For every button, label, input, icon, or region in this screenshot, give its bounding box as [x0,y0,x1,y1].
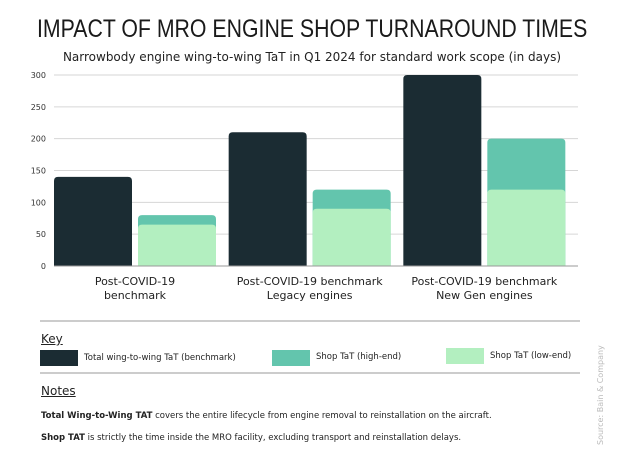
y-tick-label: 200 [31,135,46,144]
legend-swatch-low [446,348,484,364]
x-tick-label: Post-COVID-19 benchmark [411,275,558,288]
x-tick-label: Post-COVID-19 [95,275,175,288]
bar-total [228,132,307,266]
legend-label-total: Total wing-to-wing TaT (benchmark) [84,353,236,363]
note-1: Total Wing-to-Wing TAT covers the entire… [41,411,492,421]
legend-swatch-total [40,350,78,366]
chart-subtitle: Narrowbody engine wing-to-wing TaT in Q1… [62,50,562,64]
source-label: Source: Bain & Company [596,345,605,445]
y-tick-label: 100 [31,198,46,207]
legend-label-high: Shop TaT (high-end) [316,352,402,362]
notes-heading: Notes [41,384,76,398]
note-2: Shop TAT is strictly the time inside the… [41,433,461,443]
bar-total [403,75,482,266]
bar-chart: 0 50 100 150 200 250 300 Post-COVID-19benchmark… [31,71,578,302]
y-tick-label: 0 [41,262,46,271]
note-1-text: covers the entire lifecycle from engine … [152,411,492,421]
x-tick-label: benchmark [104,289,167,302]
divider [40,372,580,374]
y-tick-label: 150 [31,167,46,176]
note-2-text: is strictly the time inside the MRO faci… [84,433,462,443]
key-heading: Key [41,332,63,346]
x-tick-label: Legacy engines [267,289,353,302]
x-tick-label: Post-COVID-19 benchmark [237,275,384,288]
x-tick-label: New Gen engines [436,289,533,302]
y-tick-label: 250 [31,103,46,112]
note-2-term: Shop TAT [41,433,85,443]
bar-shop-low [138,224,216,266]
y-tick-label: 50 [36,230,46,239]
bar-total [54,176,132,266]
chart-title: IMPACT OF MRO ENGINE SHOP TURNAROUND TIM… [37,15,588,43]
bar-shop-low [487,189,566,266]
legend-label-low: Shop TaT (low-end) [490,351,572,361]
divider [40,320,580,322]
legend-swatch-high [272,350,310,366]
note-1-term: Total Wing-to-Wing TAT [41,411,153,421]
y-tick-label: 300 [31,71,46,80]
bar-shop-low [312,208,391,266]
